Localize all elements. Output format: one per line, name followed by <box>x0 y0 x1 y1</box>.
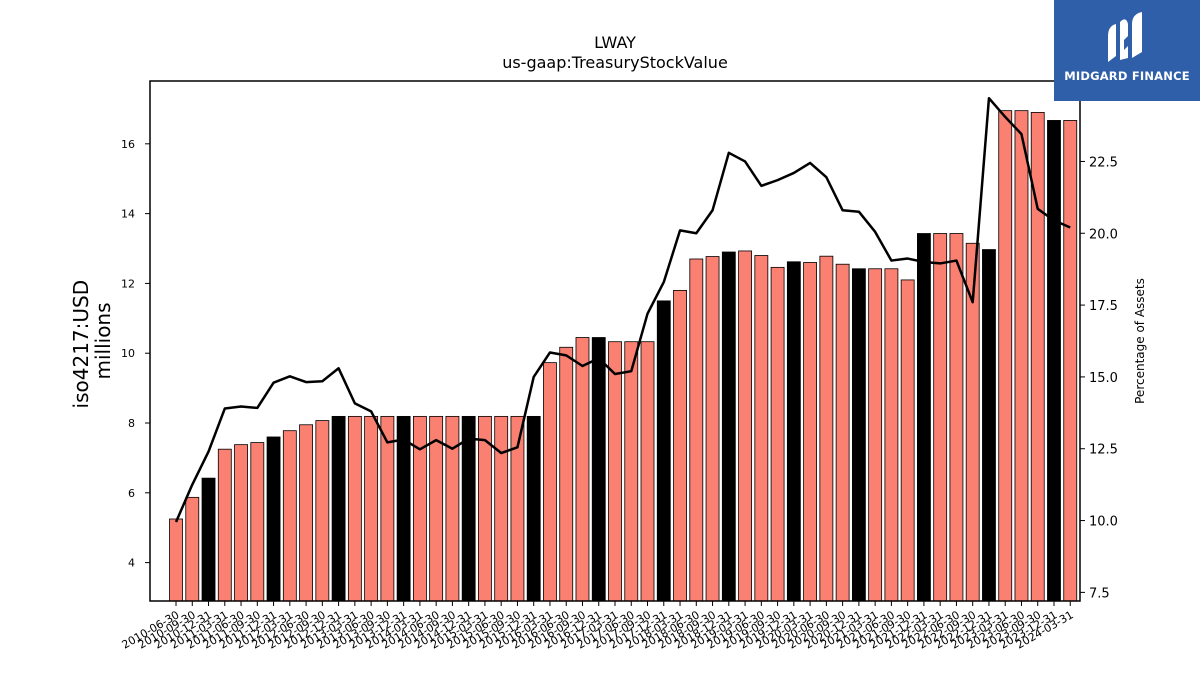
y-axis-label-line-1: iso4217:USD <box>69 280 93 409</box>
y-axis-label-line-2: millions <box>91 302 115 379</box>
bar-2011-09-30 <box>250 442 265 602</box>
y2-tick-label-7.5: 7.5 <box>1089 586 1110 601</box>
bar-2012-12-31 <box>331 415 346 602</box>
bar-2018-09-30 <box>705 256 720 602</box>
bar-2012-03-31 <box>282 430 297 602</box>
bar-2020-03-31 <box>803 262 818 602</box>
bar-2016-06-30 <box>559 346 574 602</box>
bar-2012-06-30 <box>299 424 313 602</box>
bar-2019-03-31 <box>738 250 752 602</box>
bar-2023-06-30 <box>1014 110 1029 602</box>
y-tick-label-6: 6 <box>128 487 135 500</box>
y2-tick-label-20: 20.0 <box>1089 227 1118 242</box>
right-axis: 7.5 10.0 12.5 15.0 17.5 20.0 22.5 <box>1080 155 1118 601</box>
bar-2022-03-31 <box>933 233 948 602</box>
percentage-of-assets-line <box>174 96 1071 523</box>
bar-2021-03-31 <box>868 268 883 602</box>
bar-2020-12-31 <box>851 268 866 602</box>
y2-tick-label-22.5: 22.5 <box>1089 155 1118 170</box>
bar-2010-06-30 <box>169 518 183 602</box>
bar-2019-06-30 <box>754 255 769 602</box>
bar-2017-03-31 <box>608 341 622 602</box>
bar-2017-09-30 <box>640 341 655 602</box>
bar-2021-06-30 <box>884 268 899 602</box>
bar-2020-06-30 <box>819 255 834 602</box>
line-group <box>174 96 1071 523</box>
bar-2016-09-30 <box>575 337 590 602</box>
bar-2018-03-31 <box>673 289 687 602</box>
bar-2023-12-31 <box>1047 120 1061 602</box>
y2-axis-label: Percentage of Assets <box>1133 278 1147 404</box>
logo-text: MIDGARD FINANCE <box>1064 69 1190 83</box>
bar-2011-12-31 <box>266 436 281 602</box>
y-tick-label-4: 4 <box>128 557 135 570</box>
bar-2021-09-30 <box>900 279 915 602</box>
left-axis: 4 6 8 10 12 14 16 <box>121 138 150 570</box>
bar-2013-03-31 <box>347 415 362 602</box>
y-tick-label-8: 8 <box>128 417 135 430</box>
midgard-finance-logo: MIDGARD FINANCE <box>1054 0 1200 101</box>
bar-2011-03-31 <box>217 448 232 602</box>
bar-2014-03-31 <box>412 415 427 602</box>
y2-tick-label-15: 15.0 <box>1089 371 1118 386</box>
y-axis-label: iso4217:USD millions <box>69 274 115 409</box>
bar-2015-12-31 <box>526 415 541 602</box>
bar-2018-12-31 <box>721 251 736 602</box>
bar-2013-06-30 <box>364 415 379 602</box>
y2-tick-label-10: 10.0 <box>1089 515 1118 530</box>
bar-2022-06-30 <box>949 233 964 602</box>
bar-2010-09-30 <box>185 496 200 602</box>
y2-tick-label-12.5: 12.5 <box>1089 443 1118 458</box>
bar-2010-12-31 <box>201 477 216 602</box>
bar-2013-09-30 <box>380 415 395 602</box>
bar-2014-09-30 <box>445 415 460 602</box>
bar-2024-03-31 <box>1063 120 1078 602</box>
bars-group <box>169 110 1078 602</box>
bar-2014-12-31 <box>461 415 476 602</box>
bar-2016-12-31 <box>591 337 606 602</box>
bar-2017-06-30 <box>624 341 639 602</box>
y-tick-label-12: 12 <box>121 277 135 290</box>
bar-2023-03-31 <box>998 110 1013 602</box>
y-tick-label-10: 10 <box>121 347 135 360</box>
y2-tick-label-17.5: 17.5 <box>1089 299 1118 314</box>
bar-2019-09-30 <box>770 266 785 602</box>
bar-2017-12-31 <box>656 300 671 602</box>
bar-2011-06-30 <box>234 444 248 602</box>
bar-2018-06-30 <box>689 258 704 602</box>
bar-2012-09-30 <box>315 420 330 602</box>
x-axis: 2010-06-302010-09-302010-12-312011-03-31… <box>120 601 1076 652</box>
bar-2016-03-31 <box>543 362 557 602</box>
midgard-logo-icon <box>1108 12 1142 62</box>
bar-2019-12-31 <box>786 261 801 602</box>
bar-2013-12-31 <box>396 415 411 602</box>
bar-2015-06-30 <box>494 415 509 602</box>
chart-title: LWAY <box>594 33 636 52</box>
bar-2022-12-31 <box>982 249 996 602</box>
chart-subtitle: us-gaap:TreasuryStockValue <box>502 53 728 72</box>
y-tick-label-16: 16 <box>121 138 135 151</box>
y-tick-label-14: 14 <box>121 208 135 221</box>
bar-2020-09-30 <box>835 263 850 602</box>
bar-2021-12-31 <box>917 233 931 602</box>
